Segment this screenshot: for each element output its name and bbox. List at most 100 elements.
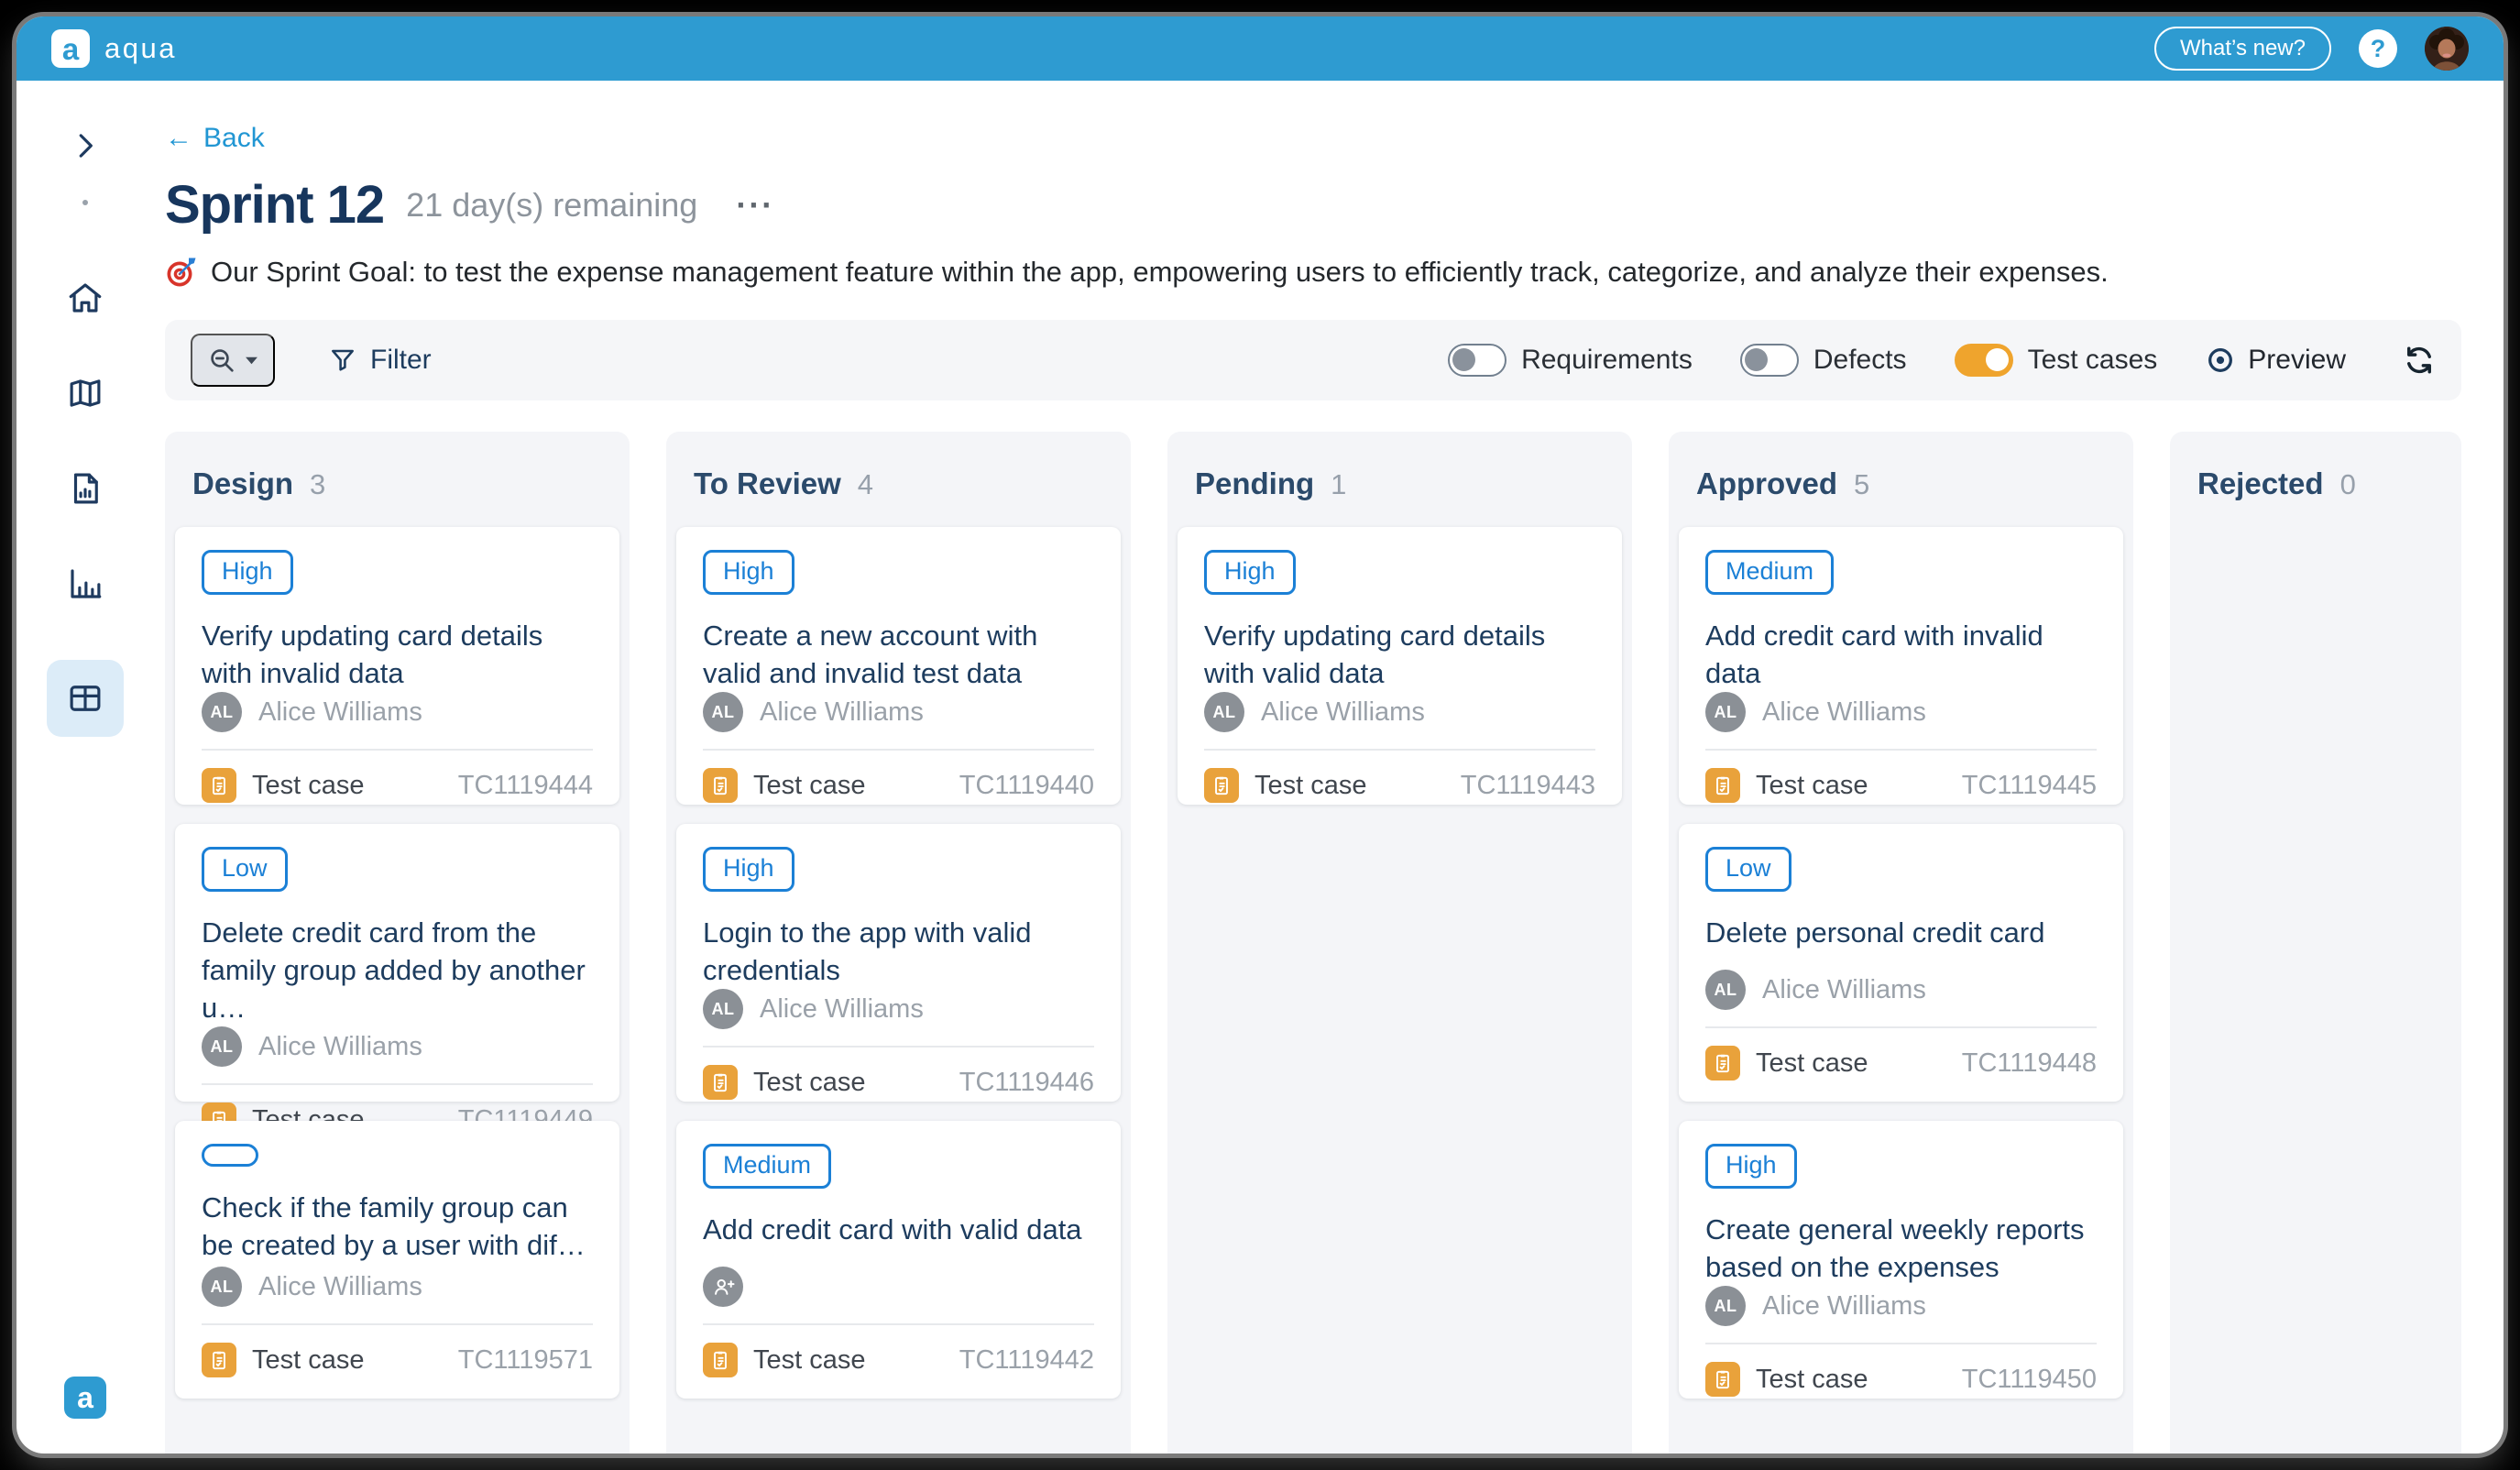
column-count: 4 — [857, 468, 874, 500]
priority-badge: Low — [202, 847, 288, 892]
card-divider — [1705, 749, 2097, 751]
sidebar-item-analytics[interactable] — [66, 565, 104, 603]
assignee-row: AL Alice Williams — [703, 989, 1094, 1046]
sidebar-nav-group — [47, 279, 124, 737]
assignee-name: Alice Williams — [760, 993, 924, 1024]
item-type-label: Test case — [252, 1344, 365, 1375]
priority-badge: High — [1705, 1144, 1797, 1189]
card-title: Create a new account with valid and inva… — [703, 620, 1038, 689]
filter-label: Filter — [370, 345, 432, 375]
user-avatar[interactable] — [2425, 27, 2469, 71]
assignee-row: AL Alice Williams — [202, 1267, 593, 1323]
sidebar-item-map[interactable] — [66, 374, 104, 412]
card-footer: Test case TC1119444 — [202, 751, 593, 803]
column-header: Approved 5 — [1669, 432, 2133, 527]
assignee-row — [703, 1267, 1094, 1323]
column-header: To Review 4 — [666, 432, 1131, 527]
test-case-card[interactable]: Low Delete credit card from the family g… — [175, 824, 619, 1137]
sidebar-expand-button[interactable] — [68, 128, 103, 163]
test-cases-toggle[interactable] — [1954, 344, 2013, 377]
test-case-card[interactable]: Medium Add credit card with invalid data… — [1679, 527, 2123, 805]
refresh-icon — [2407, 346, 2431, 374]
item-type-label: Test case — [1756, 770, 1868, 800]
item-type-label: Test case — [753, 770, 866, 800]
column-cards: High Verify updating card details with i… — [165, 527, 630, 1399]
preview-button[interactable]: Preview — [2205, 345, 2346, 376]
test-case-icon — [202, 768, 236, 803]
test-case-card[interactable]: High Verify updating card details with v… — [1178, 527, 1622, 805]
assignee-name: Alice Williams — [1762, 697, 1926, 727]
test-case-icon — [703, 1065, 738, 1100]
column-count: 1 — [1331, 468, 1347, 500]
sidebar-item-board-active[interactable] — [47, 660, 124, 737]
main-panel: ← Back Sprint 12 21 day(s) remaining ··· — [154, 81, 2504, 1454]
column-header: Pending 1 — [1167, 432, 1632, 527]
item-id: TC1119450 — [1961, 1364, 2097, 1394]
test-case-card[interactable]: High Login to the app with valid credent… — [676, 824, 1121, 1102]
test-cases-toggle-label: Test cases — [2027, 345, 2158, 375]
priority-badge: High — [202, 550, 293, 595]
item-id: TC1119445 — [1961, 770, 2097, 800]
defects-toggle[interactable] — [1739, 344, 1799, 377]
test-case-card[interactable]: High Verify updating card details with i… — [175, 527, 619, 805]
card-divider — [202, 749, 593, 751]
requirements-toggle-group: Requirements — [1448, 344, 1693, 377]
refresh-button[interactable] — [2403, 344, 2436, 377]
card-divider — [202, 1323, 593, 1325]
topbar-actions: What’s new? ? — [2154, 27, 2469, 71]
assignee-name: Alice Williams — [258, 1271, 422, 1301]
column-rejected: Rejected 0 — [2170, 432, 2461, 1454]
card-title: Check if the family group can be created… — [202, 1191, 586, 1261]
help-icon[interactable]: ? — [2359, 29, 2397, 68]
column-to-review: To Review 4 High Create a new account wi… — [666, 432, 1131, 1454]
whats-new-button[interactable]: What’s new? — [2154, 27, 2331, 71]
defects-toggle-label: Defects — [1813, 345, 1907, 375]
sidebar-item-home[interactable] — [66, 279, 104, 317]
back-arrow-icon: ← — [165, 123, 192, 153]
column-cards: High Create a new account with valid and… — [666, 527, 1131, 1399]
back-link[interactable]: ← Back — [165, 123, 265, 154]
test-case-icon — [703, 1343, 738, 1377]
assignee-avatar: AL — [703, 692, 743, 732]
test-case-card[interactable]: High Create general weekly reports based… — [1679, 1121, 2123, 1399]
person-plus-icon — [714, 1278, 735, 1295]
card-title: Add credit card with invalid data — [1705, 620, 2043, 689]
kanban-grid-icon — [70, 686, 101, 711]
aqua-sidebar-logo-icon: a — [64, 1377, 106, 1419]
assignee-avatar: AL — [1204, 692, 1244, 732]
test-case-card[interactable]: Medium Add credit card with valid data T… — [676, 1121, 1121, 1399]
column-cards: Medium Add credit card with invalid data… — [1669, 527, 2133, 1399]
test-case-card[interactable]: Low Delete personal credit card AL Alice… — [1679, 824, 2123, 1102]
filter-button[interactable]: Filter — [328, 345, 432, 376]
magnifier-minus-icon — [211, 349, 234, 372]
toggle-knob — [1452, 348, 1476, 371]
assignee-row: AL Alice Williams — [202, 1026, 593, 1083]
sidebar-item-report[interactable] — [66, 469, 104, 508]
assignee-avatar: AL — [202, 692, 242, 732]
card-footer: Test case TC1119448 — [1705, 1028, 2097, 1081]
zoom-dropdown-button[interactable] — [191, 334, 275, 387]
item-id: TC1119446 — [959, 1067, 1094, 1097]
test-case-icon — [703, 768, 738, 803]
map-icon — [70, 379, 101, 407]
item-id: TC1119443 — [1460, 770, 1595, 800]
unassigned-avatar — [703, 1267, 743, 1307]
item-id: TC1119442 — [959, 1344, 1094, 1375]
test-case-card[interactable]: Check if the family group can be created… — [175, 1121, 619, 1399]
brand-name: aqua — [104, 32, 177, 64]
assignee-row: AL Alice Williams — [202, 692, 593, 749]
test-case-card[interactable]: High Create a new account with valid and… — [676, 527, 1121, 805]
requirements-toggle[interactable] — [1448, 344, 1507, 377]
card-footer: Test case TC1119442 — [703, 1325, 1094, 1377]
card-footer: Test case TC1119445 — [1705, 751, 2097, 803]
card-title: Create general weekly reports based on t… — [1705, 1213, 2085, 1283]
sidebar-dot — [82, 200, 88, 205]
column-count: 5 — [1854, 468, 1870, 500]
assignee-name: Alice Williams — [1261, 697, 1425, 727]
assignee-name: Alice Williams — [258, 1031, 422, 1061]
sprint-menu-button[interactable]: ··· — [736, 185, 775, 224]
content-area: a ← Back Sprint 12 21 day(s) remaining ·… — [16, 81, 2504, 1454]
board-toolbar: Filter Requirements Defects Test cases — [165, 320, 2461, 400]
sprint-goal-row: Our Sprint Goal: to test the expense man… — [165, 256, 2461, 289]
card-divider — [703, 1323, 1094, 1325]
